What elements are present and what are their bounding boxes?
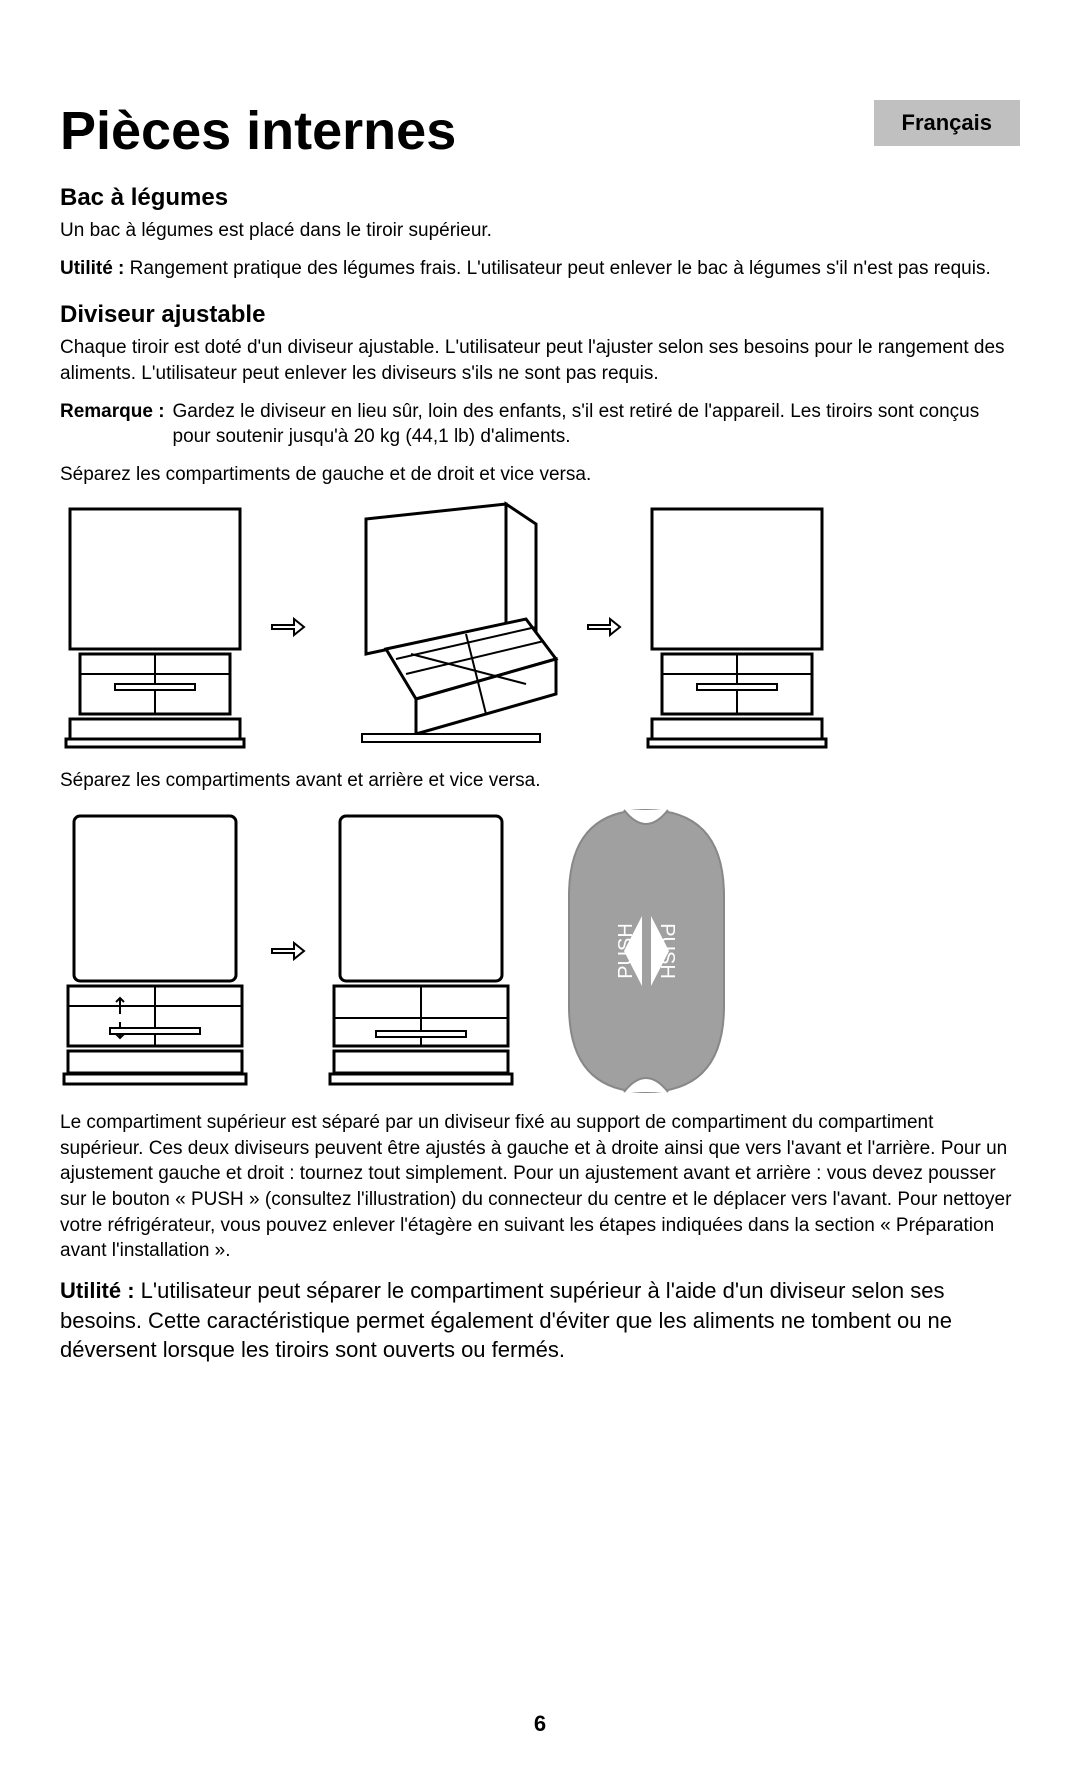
appliance-diagram-front-1: [60, 806, 250, 1096]
arrow-right-icon: [268, 615, 308, 639]
section-heading-diviseur: Diviseur ajustable: [60, 301, 1020, 329]
diviseur-explain: Le compartiment supérieur est séparé par…: [60, 1110, 1020, 1264]
utility-label: Utilité :: [60, 1278, 135, 1303]
page-content: Pièces internes Bac à légumes Un bac à l…: [0, 100, 1080, 1417]
appliance-diagram-closed-2: [642, 499, 832, 754]
bac-paragraph-1: Un bac à légumes est placé dans le tiroi…: [60, 218, 1020, 244]
appliance-diagram-front-2: [326, 806, 516, 1096]
push-connector-diagram: PUSH PUSH: [564, 806, 729, 1096]
arrow-right-icon: [584, 615, 624, 639]
diagram-row-2: PUSH PUSH: [60, 806, 1020, 1096]
arrow-right-icon: [268, 939, 308, 963]
note-label: Remarque :: [60, 399, 173, 450]
diviseur-utility: Utilité : L'utilisateur peut séparer le …: [60, 1276, 1020, 1365]
utility-label: Utilité :: [60, 258, 124, 279]
push-label-right: PUSH: [656, 923, 678, 979]
diviseur-paragraph-1: Chaque tiroir est doté d'un diviseur aju…: [60, 335, 1020, 386]
diagram-row-1: [60, 499, 1020, 754]
language-tab: Français: [874, 100, 1021, 146]
section-heading-bac: Bac à légumes: [60, 184, 1020, 212]
appliance-diagram-closed-1: [60, 499, 250, 754]
note-text: Gardez le diviseur en lieu sûr, loin des…: [173, 399, 1020, 450]
bac-utility: Utilité : Rangement pratique des légumes…: [60, 256, 1020, 282]
note-row: Remarque : Gardez le diviseur en lieu sû…: [60, 399, 1020, 450]
utility-text: Rangement pratique des légumes frais. L'…: [124, 258, 990, 279]
utility-text: L'utilisateur peut séparer le compartime…: [60, 1278, 952, 1362]
page-number: 6: [0, 1711, 1080, 1737]
push-label-left: PUSH: [615, 923, 637, 979]
appliance-diagram-open: [326, 499, 566, 754]
caption-1: Séparez les compartiments de gauche et d…: [60, 462, 1020, 488]
caption-2: Séparez les compartiments avant et arriè…: [60, 768, 1020, 794]
